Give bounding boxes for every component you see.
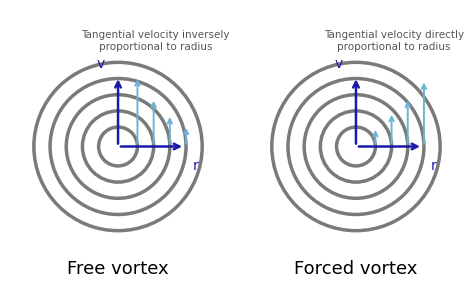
Text: Tangential velocity directly
proportional to radius: Tangential velocity directly proportiona… <box>324 30 464 52</box>
Text: r: r <box>430 159 436 173</box>
Text: v: v <box>335 57 343 71</box>
Text: Free vortex: Free vortex <box>67 260 169 278</box>
Text: Tangential velocity inversely
proportional to radius: Tangential velocity inversely proportion… <box>82 30 230 52</box>
Text: r: r <box>192 159 198 173</box>
Text: Forced vortex: Forced vortex <box>294 260 418 278</box>
Text: v: v <box>97 57 105 71</box>
